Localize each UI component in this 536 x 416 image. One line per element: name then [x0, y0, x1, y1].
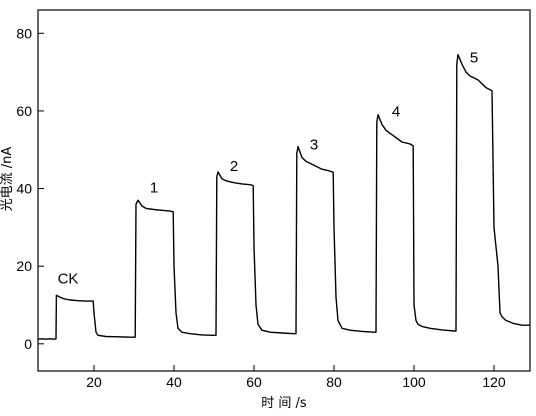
plot-frame	[37, 9, 531, 372]
sample-annotations: CK 1 2 3 4 5	[58, 49, 479, 287]
x-tick-label: 120	[482, 374, 506, 390]
y-tick-label: 20	[16, 258, 32, 274]
x-tick-label: 20	[86, 374, 102, 390]
y-tick-label: 80	[16, 25, 32, 41]
y-tick-label: 40	[16, 181, 32, 197]
annotation-label: 5	[470, 49, 478, 66]
x-tick-label: 60	[246, 374, 262, 390]
x-tick-label: 80	[326, 374, 342, 390]
x-tick-label: 100	[402, 374, 426, 390]
annotation-label: 1	[150, 179, 158, 196]
photocurrent-series-line	[37, 53, 530, 340]
x-tick-label: 40	[166, 374, 182, 390]
y-tick-label: 0	[24, 336, 32, 352]
y-tick-label: 60	[16, 103, 32, 119]
y-axis-ticks: 0 20 40 60 80	[16, 25, 44, 352]
annotation-label: CK	[58, 271, 79, 288]
annotation-label: 3	[310, 137, 318, 154]
x-axis-ticks: 20 40 60 80 100 120	[86, 365, 506, 390]
x-axis-title: 时 间 /s	[261, 396, 307, 411]
annotation-label: 2	[230, 158, 238, 175]
annotation-label: 4	[392, 104, 400, 121]
y-axis-title: 光电流 /nA	[0, 147, 15, 212]
